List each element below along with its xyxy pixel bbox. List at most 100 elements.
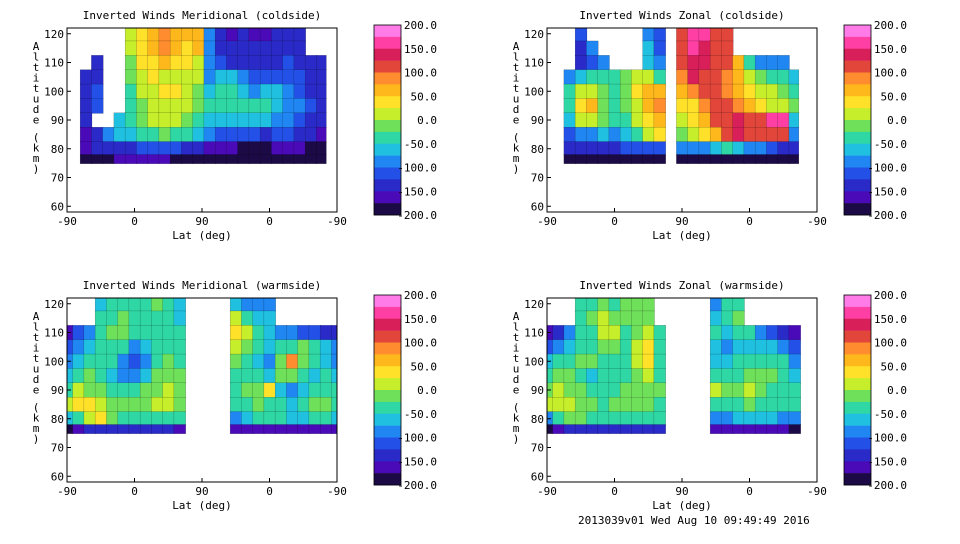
colorbar-swatch: [844, 461, 871, 474]
colorbar-swatch: [374, 60, 401, 73]
colorbar-swatch: [844, 354, 871, 367]
heatmap-cell: [676, 112, 689, 128]
y-tick-label: 90: [531, 384, 544, 397]
heatmap-cell: [597, 339, 610, 355]
heatmap-cell: [136, 83, 149, 100]
heatmap-cell: [743, 368, 756, 384]
heatmap-cell: [331, 325, 337, 341]
heatmap-cell: [286, 353, 299, 370]
heatmap-cell: [282, 55, 295, 71]
colorbar-tick-label: -200.0: [397, 209, 437, 222]
heatmap-cell: [743, 55, 756, 71]
colorbar-swatch: [844, 437, 871, 450]
heatmap-cell: [173, 339, 186, 355]
heatmap-cell: [653, 28, 666, 42]
heatmap-cell: [304, 55, 318, 71]
heatmap-cell: [754, 98, 768, 114]
x-tick-label: 0: [266, 215, 273, 228]
heatmap-cell: [642, 397, 655, 413]
heatmap-cell: [158, 28, 171, 42]
heatmap-cell: [124, 154, 138, 164]
heatmap-cell: [169, 112, 183, 128]
heatmap-cell: [94, 310, 108, 327]
heatmap-cell: [297, 411, 310, 426]
heatmap-cell: [79, 69, 93, 85]
colorbar-swatch: [844, 473, 871, 486]
heatmap-cell: [214, 55, 228, 71]
heatmap-cell: [147, 154, 160, 164]
colorbar-swatch: [374, 167, 401, 180]
heatmap-cell: [181, 112, 194, 128]
heatmap-cell: [158, 98, 171, 114]
heatmap-cell: [597, 112, 610, 128]
heatmap-cell: [169, 69, 183, 85]
heatmap-cell: [586, 98, 599, 114]
colorbar-swatch: [844, 318, 871, 331]
colorbar-tick-label: 150.0: [404, 313, 437, 326]
heatmap-cell: [642, 55, 655, 71]
heatmap-cell: [252, 325, 265, 341]
heatmap-cell: [732, 353, 745, 370]
heatmap-cell: [631, 127, 644, 143]
heatmap-cell: [676, 40, 689, 57]
heatmap-cell: [631, 69, 644, 85]
heatmap-cell: [286, 411, 299, 426]
colorbar-frame: [373, 24, 402, 216]
heatmap-cell: [297, 339, 310, 355]
heatmap-cell: [777, 325, 790, 341]
y-tick-label: 80: [531, 143, 544, 156]
heatmap-cell: [687, 69, 700, 85]
heatmap-cells: [563, 28, 800, 164]
heatmap-cell: [304, 69, 318, 85]
heatmap-cell: [237, 141, 250, 156]
heatmap-cell: [676, 98, 689, 114]
colorbar-tick-label: 0.0: [887, 114, 907, 127]
heatmap-cell: [136, 127, 149, 143]
heatmap-cell: [574, 310, 588, 327]
heatmap-cell: [676, 83, 689, 100]
heatmap-cell: [586, 411, 599, 426]
colorbar-swatch: [374, 318, 401, 331]
heatmap-cell: [766, 98, 779, 114]
heatmap-cell: [676, 28, 689, 42]
heatmap-cell: [563, 411, 576, 426]
heatmap-cell: [106, 298, 119, 312]
heatmap-cell: [766, 368, 779, 384]
heatmap-cell: [203, 69, 216, 85]
colorbar-swatch: [844, 449, 871, 462]
heatmap-cell: [214, 28, 228, 42]
y-axis-label-char: i: [33, 342, 40, 355]
heatmap-cell: [619, 424, 633, 434]
heatmap-cell: [94, 353, 108, 370]
heatmap-cell: [653, 98, 666, 114]
colorbar-swatch: [844, 401, 871, 415]
heatmap-cell: [331, 368, 337, 384]
heatmap-cell: [631, 83, 644, 100]
heatmap-cell: [293, 154, 306, 164]
heatmap-cell: [229, 339, 243, 355]
heatmap-cell: [79, 112, 93, 128]
heatmap-cell: [304, 127, 318, 143]
heatmap-cell: [619, 353, 633, 370]
heatmap-cell: [777, 55, 790, 71]
heatmap-cell: [631, 382, 644, 398]
heatmap-cell: [608, 112, 621, 128]
heatmap-cell: [248, 127, 261, 143]
heatmap-cell: [743, 83, 756, 100]
heatmap-cell: [102, 154, 115, 164]
heatmap-cell: [263, 424, 276, 434]
heatmap-cell: [252, 397, 265, 413]
heatmap-cell: [608, 310, 621, 327]
heatmap-cell: [169, 141, 183, 156]
heatmap-cell: [608, 339, 621, 355]
heatmap-cell: [181, 55, 194, 71]
heatmap-cell: [698, 28, 711, 42]
heatmap-cell: [158, 69, 171, 85]
heatmap-cell: [631, 368, 644, 384]
y-axis-label-char: e: [513, 114, 520, 127]
heatmap-cell: [619, 83, 633, 100]
heatmap-cell: [788, 397, 801, 413]
heatmap-cell: [743, 154, 756, 164]
heatmap-cell: [83, 339, 96, 355]
heatmap-cell: [241, 424, 254, 434]
